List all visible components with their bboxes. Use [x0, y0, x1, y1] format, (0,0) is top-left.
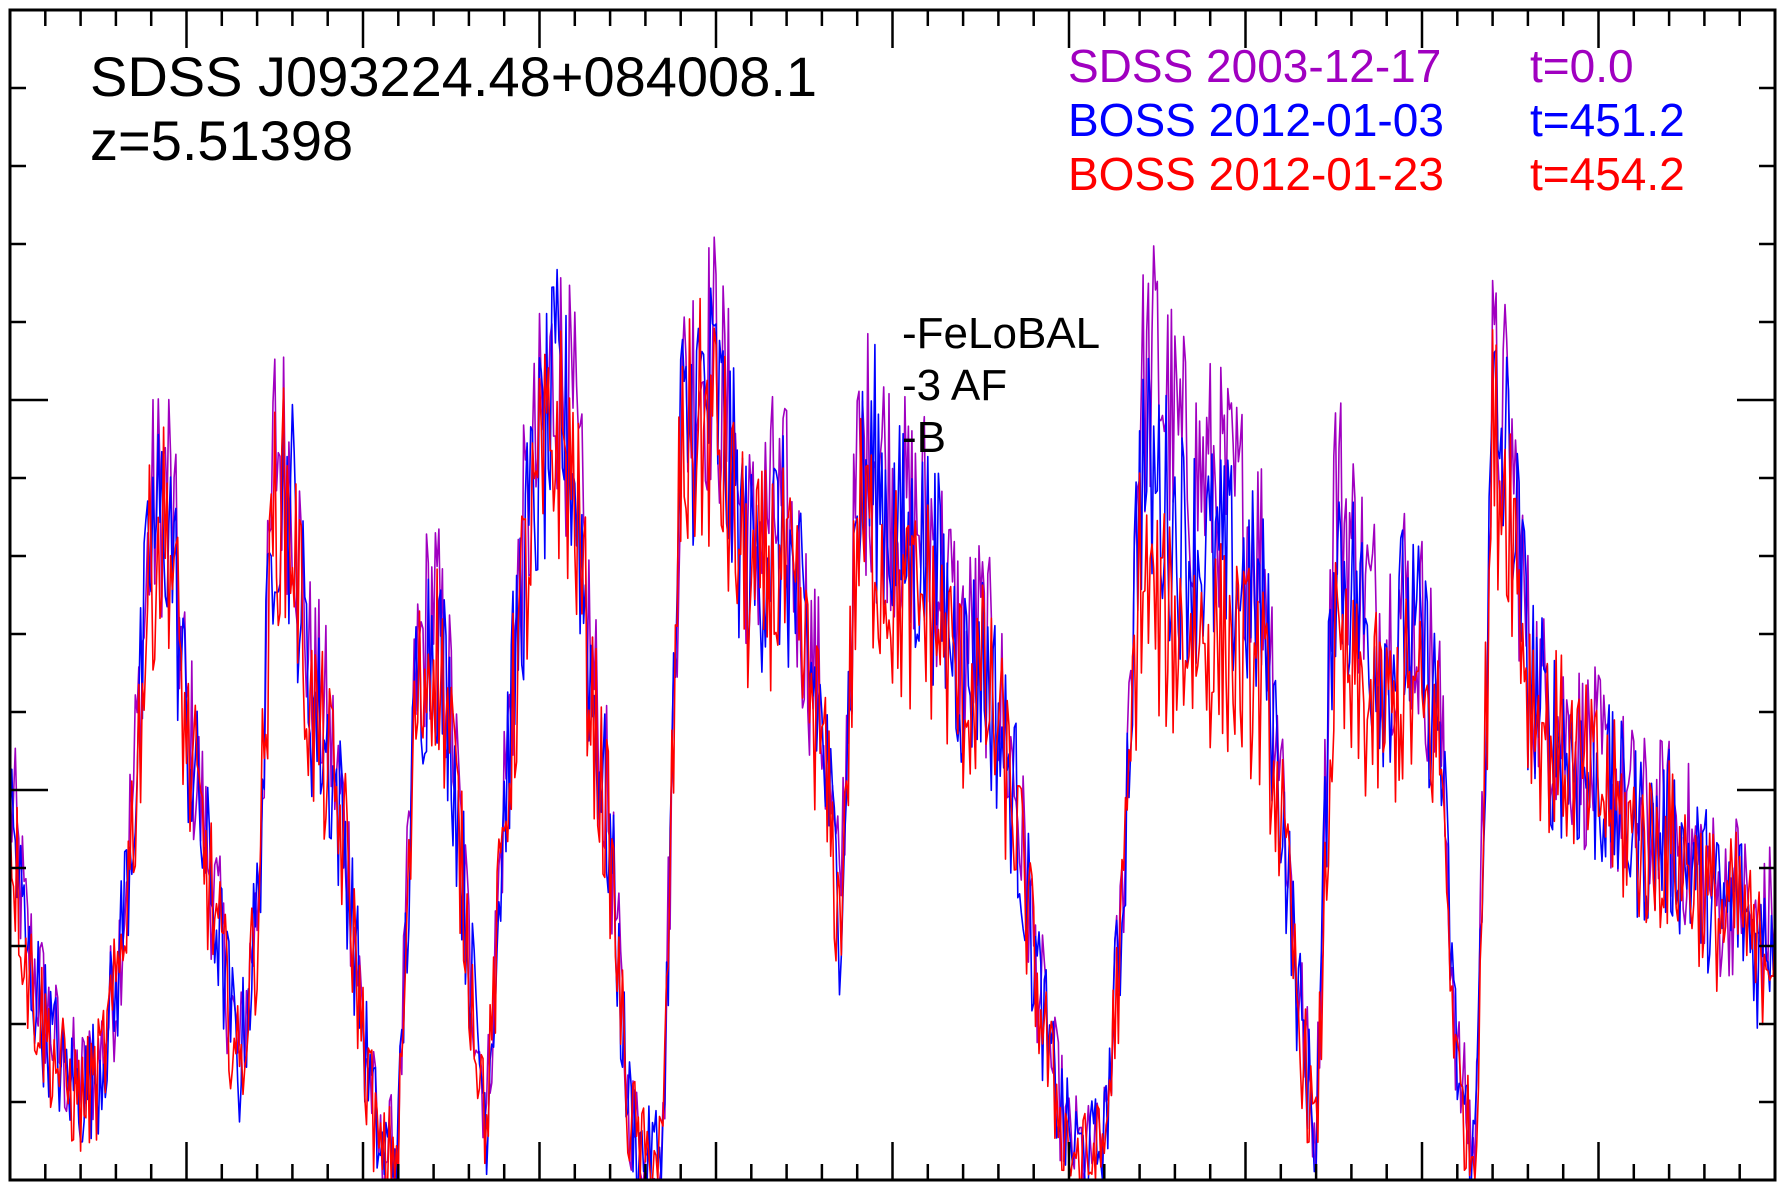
annotation-af: -3 AF — [902, 361, 1007, 410]
legend: SDSS 2003-12-17 t=0.0 BOSS 2012-01-03 t=… — [1068, 40, 1685, 200]
series-line-2 — [9, 297, 1776, 1181]
legend-entry-boss-0123: BOSS 2012-01-23 — [1068, 148, 1444, 200]
series-layer — [9, 236, 1776, 1181]
annotation-b: -B — [902, 413, 946, 462]
annotation-felobal: -FeLoBAL — [902, 309, 1100, 358]
chart-title: SDSS J093224.48+084008.1 — [90, 45, 817, 108]
legend-entry-sdss: SDSS 2003-12-17 — [1068, 40, 1441, 92]
legend-time-boss-0123: t=454.2 — [1530, 148, 1685, 200]
series-line-0 — [9, 236, 1776, 1181]
legend-time-sdss: t=0.0 — [1530, 40, 1634, 92]
legend-entry-boss-0103: BOSS 2012-01-03 — [1068, 94, 1444, 146]
plot-frame — [8, 8, 1777, 1182]
chart-subtitle: z=5.51398 — [90, 109, 353, 172]
legend-time-boss-0103: t=451.2 — [1530, 94, 1685, 146]
